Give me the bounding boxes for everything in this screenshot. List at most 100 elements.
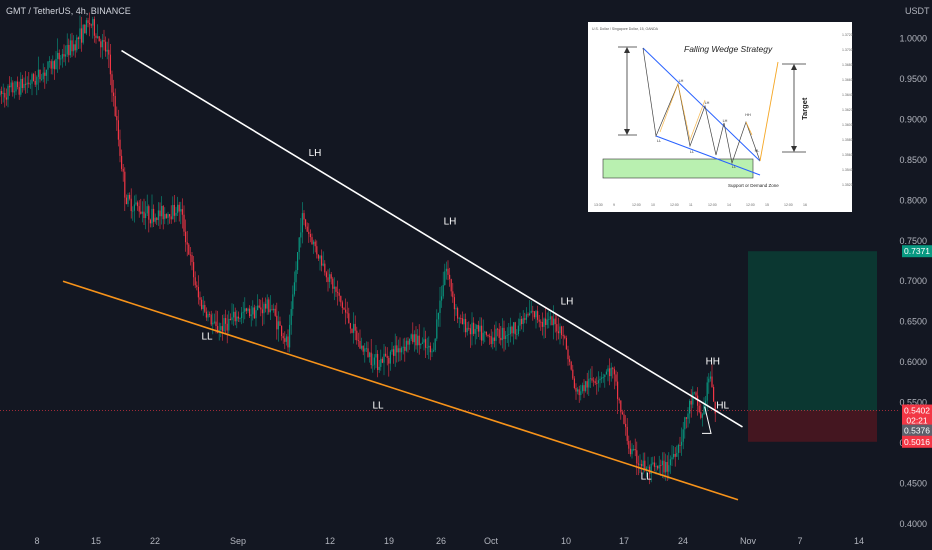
price-tick: 0.7500	[899, 236, 927, 246]
candle-body	[58, 52, 60, 60]
candle-body	[497, 328, 499, 330]
candle-body	[655, 466, 657, 467]
candle-body	[493, 337, 495, 341]
candle-body	[333, 286, 335, 289]
candle-body	[415, 334, 417, 346]
candle-body	[492, 337, 494, 344]
candle-body	[449, 274, 451, 280]
candle-body	[212, 322, 214, 325]
candle-body	[2, 92, 4, 94]
candle-body	[636, 450, 638, 464]
candle-body	[305, 219, 307, 227]
candle-body	[524, 318, 526, 320]
inset-wedge-labels: LH LH LH HH LL LL LL HL	[657, 79, 760, 169]
candle-body	[130, 198, 132, 212]
inset-target-down-icon	[791, 146, 797, 152]
support-trendline[interactable]	[62, 280, 739, 501]
candle-body	[599, 378, 601, 381]
candle-body	[215, 321, 217, 327]
candle-body	[4, 92, 6, 98]
candle-body	[18, 87, 20, 95]
candle-body	[631, 449, 633, 455]
position-tool[interactable]	[0, 251, 900, 442]
candle-body	[121, 155, 123, 169]
price-tick: 0.6000	[899, 357, 927, 367]
retest-drawing[interactable]	[702, 406, 712, 434]
candle-body	[47, 61, 49, 70]
candle-body	[273, 308, 275, 311]
resistance-trendline[interactable]	[121, 49, 743, 428]
candle-body	[410, 334, 412, 339]
candle-body	[554, 318, 556, 325]
candle-body	[20, 78, 22, 95]
candle-body	[157, 210, 159, 221]
loss-zone[interactable]	[748, 410, 877, 442]
candle-body	[282, 336, 284, 339]
candle-body	[191, 255, 193, 263]
candle-body	[276, 315, 278, 330]
candle-body	[394, 345, 396, 356]
candle-body	[37, 69, 39, 77]
pattern-label-ll: LL	[641, 471, 653, 482]
candle-body	[330, 274, 332, 279]
candle-body	[349, 323, 351, 329]
candle-body	[189, 254, 191, 256]
candle-body	[148, 206, 150, 220]
inset-wedge-lower	[655, 135, 761, 176]
candle-body	[575, 387, 577, 392]
candle-body	[549, 316, 551, 320]
candle-body	[517, 325, 519, 335]
candle-body	[586, 381, 588, 388]
candle-body	[281, 325, 283, 337]
candle-body	[52, 61, 54, 69]
symbol-title: GMT / TetherUS, 4h, BINANCE	[6, 6, 131, 16]
candle-body	[60, 58, 62, 60]
time-tick: 8	[34, 536, 39, 546]
inset-wedge-label: LH	[705, 101, 710, 105]
candle-body	[508, 334, 510, 336]
candle-body	[471, 322, 473, 335]
candle-body	[5, 97, 7, 100]
time-axis[interactable]: 8 15 22 Sep 12 19 26 Oct 10 17 24 Nov 7 14	[34, 536, 864, 546]
candle-body	[380, 358, 382, 367]
candle-body	[322, 263, 324, 266]
candle-body	[629, 448, 631, 455]
candle-body	[503, 327, 505, 340]
candle-body	[545, 318, 547, 325]
candle-body	[261, 309, 263, 314]
candle-body	[657, 466, 659, 469]
candle-body	[71, 40, 73, 52]
candle-body	[25, 83, 27, 85]
candle-body	[653, 462, 655, 467]
candle-body	[413, 334, 415, 343]
candle-body	[583, 385, 585, 392]
candle-body	[132, 210, 134, 212]
trendlines-layer[interactable]	[62, 49, 743, 501]
candle-body	[397, 348, 399, 353]
candle-body	[709, 376, 711, 379]
candle-body	[7, 85, 9, 100]
candle-body	[82, 24, 84, 43]
candle-body	[41, 79, 43, 80]
price-axis[interactable]: 0.40000.45000.50000.55000.60000.65000.70…	[899, 33, 932, 529]
candle-body	[484, 331, 486, 333]
price-label-bg	[902, 414, 932, 427]
candle-body	[351, 328, 353, 333]
candle-body	[354, 323, 356, 331]
candle-body	[308, 231, 310, 235]
candle-body	[266, 299, 268, 309]
candle-body	[63, 54, 65, 57]
candle-body	[605, 371, 607, 375]
candle-body	[255, 310, 257, 319]
candle-body	[74, 44, 76, 51]
candle-body	[145, 213, 147, 219]
candle-body	[567, 349, 569, 360]
candle-body	[565, 337, 567, 350]
profit-zone[interactable]	[748, 251, 877, 411]
candle-body	[175, 212, 177, 216]
candle-body	[618, 398, 620, 401]
candle-body	[258, 305, 260, 308]
candle-body	[689, 400, 691, 414]
inset-target-label: Target	[800, 97, 809, 120]
